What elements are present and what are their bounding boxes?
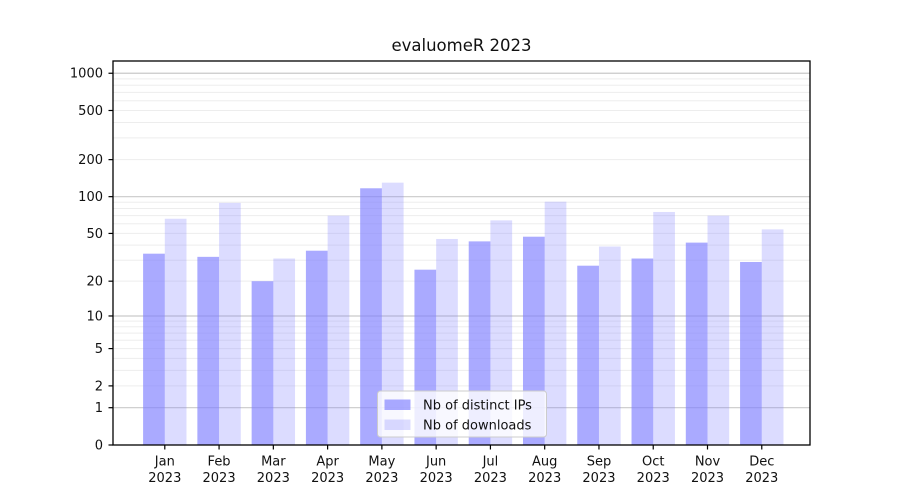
bar-nb-of-downloads-apr	[327, 215, 350, 445]
bar-nb-of-distinct-ips-sep	[577, 265, 599, 445]
y-tick-label: 10	[86, 309, 103, 324]
x-tick-label-month: Sep	[587, 455, 612, 470]
x-tick-label-month: Jun	[425, 455, 446, 470]
y-tick-label: 200	[78, 153, 103, 168]
x-tick-label-month: Dec	[749, 455, 774, 470]
legend-label-downloads: Nb of downloads	[423, 419, 532, 434]
bar-nb-of-distinct-ips-oct	[631, 258, 654, 445]
bar-nb-of-downloads-aug	[544, 201, 567, 445]
y-tick-label: 0	[95, 439, 103, 454]
gridlines-minor	[113, 78, 810, 387]
bar-nb-of-distinct-ips-jan	[143, 253, 165, 445]
x-tick-label-year: 2023	[311, 471, 344, 486]
x-tick-label-month: Aug	[532, 455, 557, 470]
x-tick-label-month: Mar	[261, 455, 286, 470]
bar-nb-of-downloads-feb	[219, 202, 241, 445]
legend-label-distinct-ips: Nb of distinct IPs	[423, 399, 532, 414]
bar-nb-of-downloads-mar	[273, 258, 296, 445]
x-tick-label-year: 2023	[148, 471, 181, 486]
legend: Nb of distinct IPs Nb of downloads	[377, 390, 547, 438]
y-tick-label: 5	[95, 342, 103, 357]
bar-nb-of-downloads-oct	[653, 211, 675, 445]
y-tick-label: 500	[78, 104, 103, 119]
y-axis-ticks: 0 1 2 5 10 20 50 100 200 500 1000	[70, 67, 113, 454]
bar-nb-of-distinct-ips-nov	[685, 242, 708, 445]
bars	[143, 182, 784, 445]
x-tick-label-year: 2023	[365, 471, 398, 486]
x-tick-label-month: Jul	[482, 455, 499, 470]
x-axis-ticks: Jan2023Feb2023Mar2023Apr2023May2023Jun20…	[148, 445, 778, 486]
y-tick-label: 2	[95, 379, 103, 394]
legend-swatches	[384, 399, 411, 430]
x-tick-label-year: 2023	[528, 471, 561, 486]
bar-nb-of-downloads-sep	[598, 246, 621, 445]
x-tick-label-month: Apr	[316, 455, 339, 470]
x-tick-label-year: 2023	[257, 471, 290, 486]
x-tick-label-year: 2023	[203, 471, 236, 486]
bar-nb-of-downloads-dec	[761, 229, 784, 445]
x-tick-label-month: May	[368, 455, 395, 470]
y-tick-label: 1000	[70, 67, 103, 82]
plot-border	[112, 60, 811, 446]
y-tick-label: 1	[95, 401, 103, 416]
bar-nb-of-distinct-ips-may	[360, 188, 382, 445]
x-tick-label-month: Nov	[695, 455, 721, 470]
y-tick-label: 50	[86, 227, 103, 242]
legend-swatch-nb-of-downloads	[384, 419, 411, 430]
x-tick-label-month: Jan	[154, 455, 175, 470]
x-tick-label-month: Feb	[208, 455, 231, 470]
x-tick-label-year: 2023	[745, 471, 778, 486]
x-tick-label-month: Oct	[642, 455, 664, 470]
y-tick-label: 100	[78, 190, 103, 205]
x-tick-label-year: 2023	[691, 471, 724, 486]
x-tick-label-year: 2023	[474, 471, 507, 486]
x-tick-label-year: 2023	[637, 471, 670, 486]
chart-title: evaluomeR 2023	[391, 36, 531, 55]
bar-nb-of-downloads-may	[381, 182, 404, 445]
y-tick-label: 20	[86, 275, 103, 290]
bar-nb-of-downloads-jul	[490, 220, 513, 445]
bar-nb-of-distinct-ips-mar	[251, 281, 274, 445]
x-tick-label-year: 2023	[420, 471, 453, 486]
bar-nb-of-distinct-ips-apr	[305, 250, 328, 445]
bar-nb-of-downloads-jan	[164, 218, 187, 445]
legend-swatch-nb-of-distinct-ips	[384, 399, 411, 410]
bar-nb-of-downloads-nov	[707, 215, 730, 445]
bar-nb-of-distinct-ips-feb	[197, 256, 220, 445]
bar-nb-of-distinct-ips-dec	[740, 261, 762, 445]
x-tick-label-year: 2023	[582, 471, 615, 486]
legend-box	[377, 390, 547, 438]
